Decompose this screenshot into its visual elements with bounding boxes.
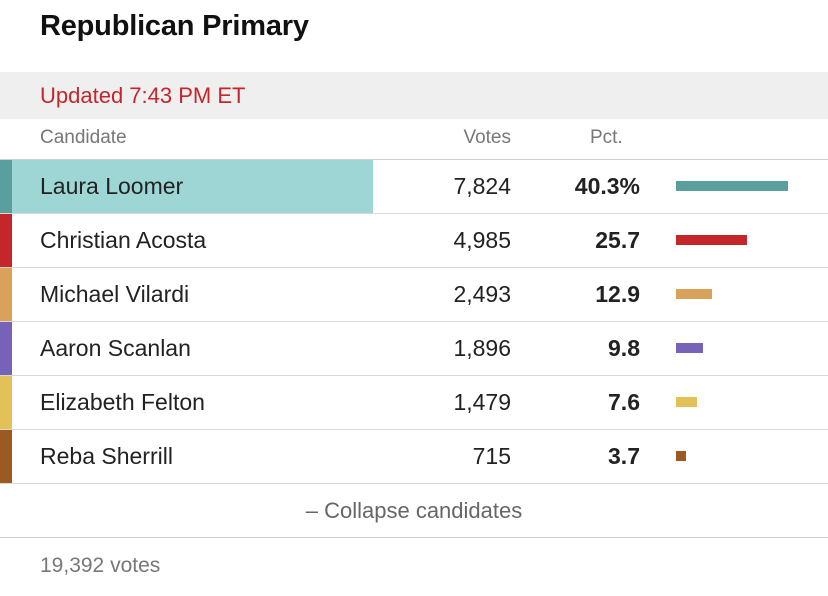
candidate-color-swatch (0, 160, 12, 213)
column-header-votes: Votes (463, 127, 511, 148)
candidate-votes: 1,896 (453, 335, 511, 361)
candidate-color-swatch (0, 214, 12, 267)
leader-highlight (12, 160, 373, 213)
pct-bar (676, 289, 712, 299)
candidate-votes: 1,479 (453, 389, 511, 415)
candidate-color-swatch (0, 268, 12, 321)
results-table-body: Laura Loomer 7,824 40.3% Christian Acost… (0, 160, 828, 484)
candidate-pct: 7.6 (608, 389, 640, 415)
candidate-name: Elizabeth Felton (40, 389, 205, 415)
updated-timestamp: Updated 7:43 PM ET (40, 83, 246, 108)
column-header-pct: Pct. (590, 127, 623, 148)
candidate-pct: 12.9 (595, 281, 640, 307)
pct-bar (676, 235, 747, 245)
pct-bar (676, 181, 788, 191)
results-table-header: Candidate Votes Pct. (0, 119, 828, 160)
table-row: Reba Sherrill 715 3.7 (0, 430, 828, 484)
candidate-votes: 715 (472, 443, 511, 469)
pct-bar (676, 451, 686, 461)
pct-bar (676, 397, 697, 407)
table-row: Christian Acosta 4,985 25.7 (0, 214, 828, 268)
table-row: Laura Loomer 7,824 40.3% (0, 160, 828, 214)
table-row: Elizabeth Felton 1,479 7.6 (0, 376, 828, 430)
update-status-bar: Updated 7:43 PM ET (0, 72, 828, 119)
table-row: Aaron Scanlan 1,896 9.8 (0, 322, 828, 376)
candidate-color-swatch (0, 322, 12, 375)
candidate-name: Aaron Scanlan (40, 335, 191, 361)
candidate-votes: 4,985 (453, 227, 511, 253)
candidate-pct: 9.8 (608, 335, 640, 361)
candidate-votes: 7,824 (453, 173, 511, 199)
candidate-name: Michael Vilardi (40, 281, 190, 307)
table-row: Michael Vilardi 2,493 12.9 (0, 268, 828, 322)
page-title: Republican Primary (40, 10, 309, 42)
candidate-name: Christian Acosta (40, 227, 207, 253)
pct-bar (676, 343, 703, 353)
candidate-name: Laura Loomer (40, 173, 184, 199)
column-header-candidate: Candidate (40, 127, 127, 148)
collapse-candidates-button[interactable]: – Collapse candidates (0, 484, 828, 538)
candidate-name: Reba Sherrill (40, 443, 173, 469)
candidate-pct: 40.3% (574, 173, 640, 199)
total-votes: 19,392 votes (40, 554, 161, 577)
candidate-color-swatch (0, 430, 12, 483)
candidate-votes: 2,493 (453, 281, 511, 307)
candidate-color-swatch (0, 376, 12, 429)
candidate-pct: 25.7 (595, 227, 640, 253)
candidate-pct: 3.7 (608, 443, 640, 469)
